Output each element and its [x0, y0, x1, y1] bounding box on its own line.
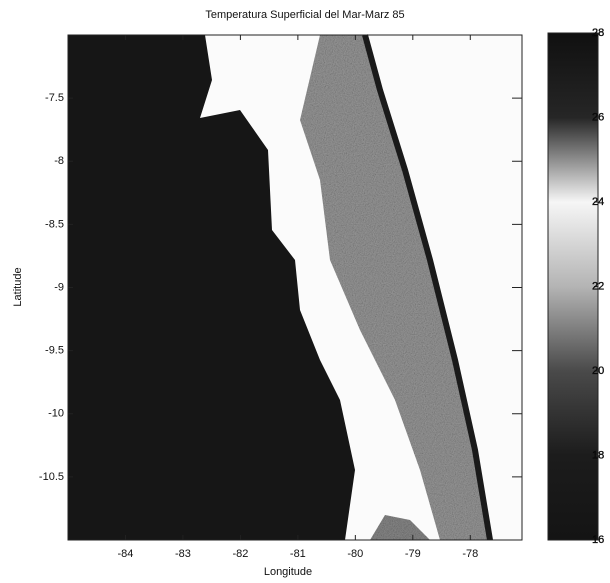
colorbar-tick-label: 26 — [592, 111, 604, 123]
colorbar-tick-label: 22 — [592, 280, 604, 292]
colorbar-tick-label: 28 — [592, 27, 604, 39]
y-tick-label: -9.5 — [45, 345, 64, 357]
y-tick-label: -10 — [48, 408, 64, 420]
y-tick-label: -10.5 — [39, 471, 64, 483]
gray-patch — [370, 515, 430, 540]
y-tick-label: -8 — [54, 155, 64, 167]
x-tick-label: -82 — [232, 548, 248, 560]
x-tick-label: -81 — [290, 548, 306, 560]
x-tick-label: -78 — [462, 548, 478, 560]
colorbar — [547, 32, 599, 541]
y-tick-label: -9 — [54, 281, 64, 293]
x-tick-label: -79 — [405, 548, 421, 560]
colorbar-tick-label: 24 — [592, 196, 604, 208]
x-tick-label: -80 — [347, 548, 363, 560]
x-tick-label: -83 — [175, 548, 191, 560]
gray-band — [300, 35, 490, 540]
colorbar-tick-label: 20 — [592, 365, 604, 377]
dark-edge — [362, 34, 493, 541]
x-axis-label: Longitude — [264, 566, 312, 578]
x-tick-label: -84 — [118, 548, 134, 560]
colorbar-tick-label: 18 — [592, 449, 604, 461]
colorbar-tick-label: 16 — [592, 534, 604, 546]
y-tick-label: -7.5 — [45, 92, 64, 104]
y-axis-label: Latitude — [12, 267, 24, 306]
dark-region — [68, 35, 355, 540]
chart-title: Temperatura Superficial del Mar-Marz 85 — [205, 9, 404, 21]
y-tick-label: -8.5 — [45, 218, 64, 230]
map-area — [67, 34, 523, 541]
